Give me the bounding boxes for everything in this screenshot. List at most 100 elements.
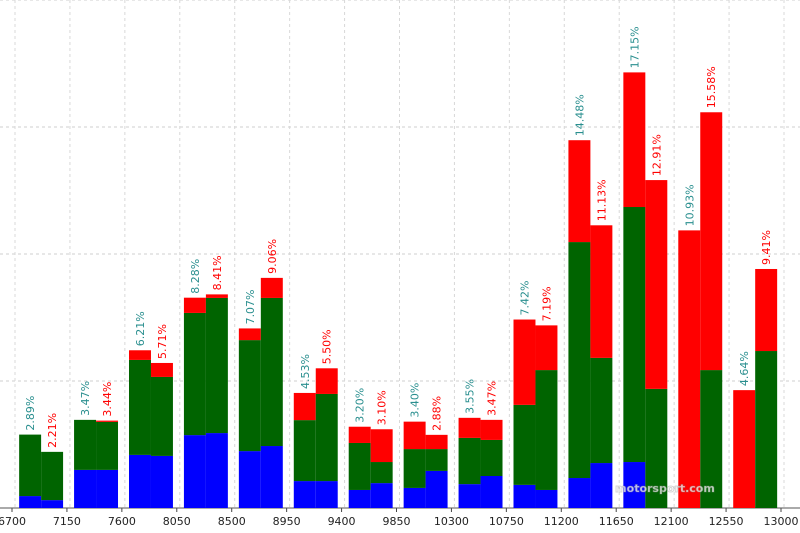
bar-segment [260,277,283,298]
bar-segment [568,242,591,479]
x-tick-label: 10750 [489,515,524,528]
value-label: 3.10% [376,390,389,425]
bar-segment [425,470,448,508]
value-label: 8.41% [211,255,224,290]
bar-segment [205,294,228,298]
value-label: 3.55% [464,379,477,414]
bar-segment [678,230,701,509]
value-label: 9.41% [760,230,773,265]
bar-segment [535,370,558,490]
bar-segment [755,351,778,508]
bar-segment [623,72,646,208]
bar-segment [348,442,371,490]
bar-segment [260,297,283,447]
bar-segment [205,297,228,434]
bar-segment [41,500,64,508]
value-label: 11.13% [595,179,608,221]
x-tick-label: 10300 [434,515,469,528]
bar-segment [458,437,481,485]
bar-segment [458,484,481,508]
bar-segment [183,312,206,436]
bar-segment [150,362,173,377]
bar-segment [348,426,371,443]
bar-segment [293,481,316,508]
bar-segment [513,484,536,508]
bar-segment [403,487,426,508]
value-label: 3.20% [354,388,367,423]
x-tick-label: 7600 [108,515,136,528]
bar-segment [425,449,448,471]
x-tick-label: 9400 [328,515,356,528]
value-label: 12.91% [650,134,663,176]
watermark: motorsport.com [615,482,715,495]
bar-segment [128,350,151,360]
bar-segment [645,180,668,389]
bar-segment [645,388,668,508]
x-tick-label: 7150 [53,515,81,528]
bar-segment [425,434,448,450]
bar-segment [403,449,426,488]
bar-segment [568,478,591,508]
bar-segment [315,368,338,394]
bars [19,72,778,509]
bar-segment [755,268,778,352]
bar-segment [150,376,173,456]
labels: 2.89% 2.21% 3.47% 3.44% 6.21% 5.71% 8.28% 8.41%… [24,26,773,495]
bar-segment [480,419,503,440]
bar-segment [128,454,151,508]
bar-segment [128,359,151,455]
bar-segment [370,483,393,508]
value-label: 3.47% [79,381,92,416]
bar-segment [205,433,228,508]
x-tick-label: 8950 [273,515,301,528]
x-tick-label: 6700 [0,515,26,528]
value-label: 4.64% [738,351,751,386]
value-label: 3.40% [409,383,422,418]
bar-segment [260,446,283,508]
bar-segment [315,393,338,482]
bar-segment [480,475,503,508]
bar-segment [733,390,756,508]
bar-segment [700,370,723,508]
x-tick-label: 9850 [383,515,411,528]
bar-segment [623,462,646,508]
bar-segment [315,481,338,508]
value-label: 2.21% [46,413,59,448]
bar-segment [150,455,173,508]
value-label: 14.48% [573,94,586,136]
value-label: 2.89% [24,396,37,431]
bar-segment [513,319,536,405]
x-tick-label: 12100 [654,515,689,528]
bar-segment [238,328,261,341]
bar-segment [403,421,426,450]
x-tick-label: 12550 [709,515,744,528]
bar-segment [590,463,613,508]
bar-segment [19,434,42,497]
x-tick-label: 13000 [764,515,799,528]
value-label: 2.88% [431,396,444,431]
value-label: 7.42% [518,281,531,316]
bar-segment [96,421,119,470]
bar-segment [590,225,613,358]
x-tick-label: 11200 [544,515,579,528]
bar-segment [96,420,119,422]
bar-segment [370,429,393,463]
value-label: 9.06% [266,239,279,274]
value-label: 17.15% [628,26,641,68]
value-label: 3.44% [101,382,114,417]
bar-segment [590,357,613,464]
bar-segment [348,489,371,508]
bar-segment [183,297,206,313]
x-tick-label: 8500 [218,515,246,528]
bar-segment [480,439,503,476]
bar-segment [623,207,646,463]
value-label: 7.07% [244,289,257,324]
value-label: 5.50% [321,329,334,364]
value-label: 3.47% [486,381,499,416]
value-label: 6.21% [134,311,147,346]
bar-segment [370,462,393,484]
value-label: 7.19% [540,286,553,321]
